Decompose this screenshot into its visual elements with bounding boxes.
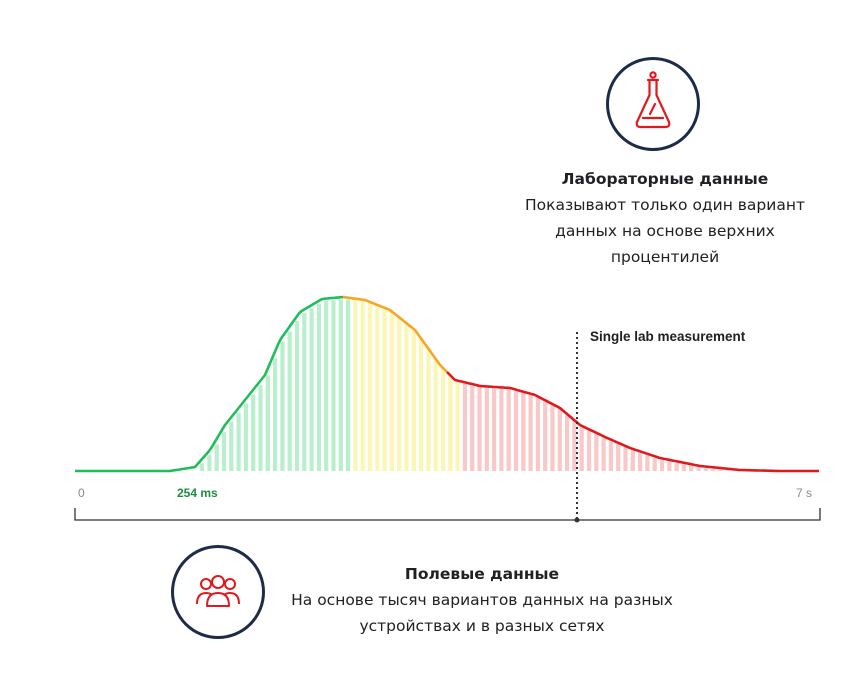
distribution-bar — [229, 421, 234, 471]
distribution-bar — [696, 467, 701, 471]
distribution-bar — [477, 387, 482, 471]
distribution-bar — [382, 309, 387, 471]
distribution-bar — [426, 347, 431, 471]
distribution-bar — [302, 312, 307, 471]
distribution-bar — [543, 401, 548, 471]
distribution-bar — [309, 308, 314, 471]
flask-icon — [606, 57, 700, 151]
lab-data-line: процентилей — [610, 248, 720, 266]
distribution-bar — [375, 306, 380, 471]
x-tick-threshold: 254 ms — [177, 486, 218, 500]
distribution-bar — [565, 414, 570, 471]
distribution-bar — [389, 311, 394, 471]
distribution-bar — [470, 385, 475, 471]
distribution-bar — [594, 433, 599, 471]
distribution-bar — [630, 450, 635, 471]
distribution-bar — [338, 299, 343, 471]
distribution-bar — [448, 375, 453, 471]
distribution-bar — [506, 389, 511, 471]
distribution-bar — [659, 460, 665, 471]
poor-curve — [446, 371, 819, 473]
distribution-bar — [557, 408, 562, 471]
distribution-bar — [674, 462, 679, 471]
distribution-bar — [324, 300, 329, 471]
distribution-bar — [316, 304, 321, 471]
distribution-bar — [718, 469, 723, 471]
distribution-bar — [273, 358, 278, 471]
x-tick-start: 0 — [78, 486, 85, 500]
lab-data-description: Лабораторные данные Показывают только од… — [480, 166, 850, 270]
distribution-bar — [440, 367, 446, 471]
distribution-bar — [484, 388, 489, 471]
distribution-bar — [419, 337, 424, 471]
distribution-bar — [513, 391, 519, 471]
distribution-bar — [550, 405, 555, 471]
distribution-bar — [433, 358, 438, 471]
distribution-bar — [667, 461, 672, 471]
field-data-line: На основе тысяч вариантов данных на разн… — [291, 591, 673, 609]
distribution-bar — [200, 463, 205, 471]
distribution-bar — [703, 468, 708, 471]
distribution-bar — [214, 444, 219, 471]
field-data-description: Полевые данные На основе тысяч вариантов… — [262, 561, 702, 639]
lab-data-line: данных на основе верхних — [555, 222, 775, 240]
distribution-bar — [601, 437, 606, 471]
distribution-bar — [689, 465, 694, 471]
distribution-bar — [681, 464, 686, 471]
field-data-line: устройствах и в разных сетях — [359, 617, 605, 635]
distribution-bar — [623, 447, 628, 471]
distribution-bar — [638, 452, 643, 471]
distribution-bar — [462, 383, 467, 471]
distribution-bar — [616, 443, 621, 471]
distribution-bar — [572, 420, 577, 471]
range-bracket — [74, 508, 821, 521]
distribution-bar — [265, 375, 270, 471]
distribution-bars — [200, 299, 730, 471]
distribution-bar — [236, 412, 241, 471]
distribution-bar — [243, 403, 248, 471]
marker-label: Single lab measurement — [590, 329, 746, 344]
distribution-bar — [397, 317, 402, 471]
distribution-bar — [221, 432, 227, 471]
distribution-bar — [346, 299, 351, 471]
distribution-bar — [645, 455, 650, 471]
distribution-bar — [251, 394, 256, 471]
x-tick-end: 7 s — [796, 486, 812, 500]
distribution-bar — [586, 430, 592, 471]
distribution-chart: Single lab measurement 0 254 ms 7 s — [74, 295, 821, 523]
field-data-title: Полевые данные — [404, 565, 560, 583]
distribution-bar — [535, 397, 540, 471]
distribution-bar — [331, 300, 336, 471]
distribution-bar — [455, 382, 460, 471]
distribution-bar — [711, 469, 716, 471]
distribution-bar — [207, 455, 212, 471]
distribution-bar — [404, 323, 409, 471]
distribution-bar — [411, 329, 416, 471]
lab-data-title: Лабораторные данные — [561, 170, 769, 188]
distribution-bar — [608, 440, 613, 471]
distribution-bar — [280, 341, 285, 471]
distribution-bar — [258, 385, 263, 471]
distribution-bar — [360, 301, 365, 471]
needs-improvement-curve — [342, 295, 448, 373]
distribution-bar — [367, 303, 373, 471]
distribution-bar — [499, 389, 504, 471]
distribution-bar — [294, 321, 300, 471]
distribution-bar — [521, 393, 526, 471]
distribution-bar — [287, 331, 292, 471]
distribution-bar — [652, 457, 657, 471]
distribution-bar — [528, 395, 533, 471]
lab-data-line: Показывают только один вариант — [525, 196, 805, 214]
distribution-bar — [492, 388, 497, 471]
users-group-icon — [171, 545, 265, 639]
distribution-bar — [353, 300, 358, 471]
distribution-bar — [579, 426, 584, 471]
good-curve — [75, 295, 344, 473]
